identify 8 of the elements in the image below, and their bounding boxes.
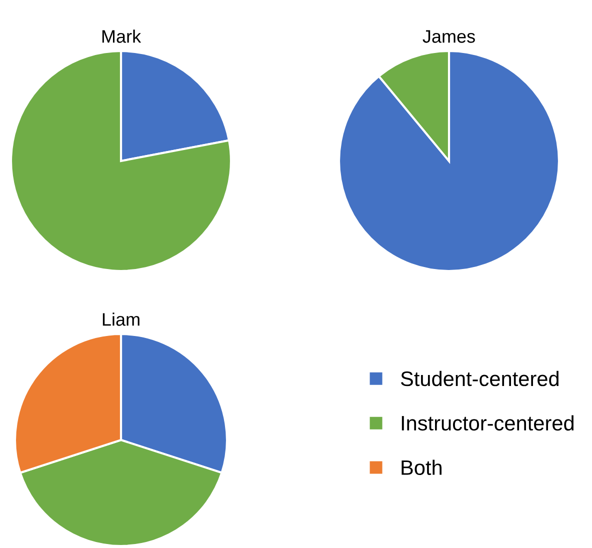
chart-title: Liam — [102, 312, 140, 326]
chart-title: James — [422, 30, 475, 43]
legend-label: Both — [402, 460, 442, 476]
legend-label: Student-centered — [400, 370, 558, 386]
legend-label: Instructor-centered — [402, 415, 574, 431]
chart-title: Mark — [102, 30, 142, 43]
pie-slice — [338, 50, 560, 272]
pie-slice — [10, 50, 232, 272]
